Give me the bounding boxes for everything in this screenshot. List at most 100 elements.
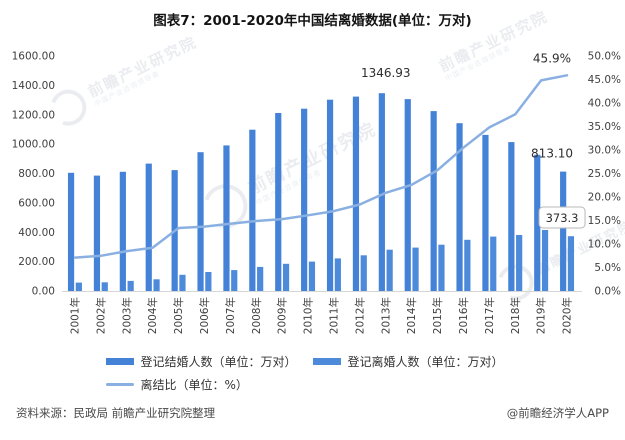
marriage-bar-2017年 — [482, 134, 489, 291]
label-box-last-divorce — [538, 206, 586, 229]
marriage-bar-2004年 — [145, 163, 152, 291]
marriage-bar-2011年 — [326, 99, 334, 291]
chart-legend: 登记结婚人数（单位：万对） 登记离婚人数（单位：万对） 离结比（单位：%） — [105, 350, 519, 396]
x-axis-label-2005年: 2005年 — [172, 297, 185, 334]
x-axis-label-2017年: 2017年 — [483, 297, 496, 334]
chart-title: 图表7：2001-2020年中国结离婚数据(单位：万对) — [153, 13, 472, 29]
divorce-bar-2005年 — [179, 274, 186, 291]
legend-row: 登记结婚人数（单位：万对） 登记离婚人数（单位：万对） — [105, 350, 519, 373]
marriage-bar-2008年 — [249, 129, 256, 291]
divorce-bar-2002年 — [101, 282, 108, 291]
marriage-bar-2012年 — [352, 96, 360, 291]
marriage-bar-2018年 — [508, 142, 515, 291]
legend-label: 离结比（单位：%） — [140, 378, 248, 392]
divorce-bar-2020年 — [567, 236, 575, 291]
x-axis-label-2018年: 2018年 — [509, 297, 522, 334]
left-axis-tick-label: 800.00 — [18, 168, 55, 180]
data-source-note: 资料来源：民政局 前瞻产业研究院整理 — [16, 406, 216, 420]
label-last-marriage: 813.10 — [531, 147, 573, 161]
label-last-ratio: 45.9% — [533, 51, 571, 65]
x-axis-label-2010年: 2010年 — [302, 297, 315, 334]
marriage-bar-2015年 — [430, 111, 437, 291]
marriage-bar-2019年 — [534, 154, 541, 291]
marriage-bar-2006年 — [197, 152, 204, 291]
divorce-bar-2006年 — [205, 272, 212, 291]
x-axis-label-2013年: 2013年 — [379, 297, 392, 334]
legend-label: 登记离婚人数（单位：万对） — [347, 355, 504, 369]
divorce-bar-2004年 — [153, 279, 160, 292]
marriage-bar-2016年 — [456, 123, 463, 291]
right-axis-tick-label: 40.0% — [588, 98, 621, 110]
divorce-bar-2014年 — [412, 247, 419, 291]
divorce-bar-2018年 — [516, 235, 523, 291]
marriage-bar-2003年 — [119, 171, 126, 291]
divorce-bar-2008年 — [257, 266, 264, 291]
divorce-bar-2016年 — [464, 239, 471, 291]
divorce-bar-2011年 — [334, 258, 341, 291]
ratio-line — [73, 74, 569, 259]
x-axis-label-2016年: 2016年 — [457, 297, 470, 334]
divorce-bar-2019年 — [541, 230, 549, 291]
label-peak-marriage: 1346.93 — [361, 66, 411, 80]
legend-label: 登记结婚人数（单位：万对） — [140, 355, 297, 369]
ratio-line-swatch-icon — [105, 383, 134, 386]
divorce-bar-2003年 — [127, 280, 134, 291]
right-axis-tick-label: 45.0% — [588, 74, 621, 86]
divorce-bar-2012年 — [360, 255, 367, 291]
divorce-bar-2001年 — [75, 282, 82, 291]
left-axis-tick-label: 200.00 — [18, 256, 55, 268]
x-axis-label-2019年: 2019年 — [535, 297, 548, 334]
marriage-bar-2002年 — [93, 175, 101, 291]
divorce-bar-2015年 — [438, 244, 445, 291]
credit-note: @前瞻经济学人APP — [506, 406, 609, 420]
right-axis-tick-label: 30.0% — [588, 145, 621, 157]
divorce-bar-2009年 — [282, 263, 290, 291]
divorce-bar-2013年 — [386, 249, 393, 291]
chart-footer: 资料来源：民政局 前瞻产业研究院整理 @前瞻经济学人APP — [0, 405, 625, 421]
x-axis-label-2011年: 2011年 — [327, 297, 340, 334]
marriage-bar-2001年 — [67, 172, 75, 291]
marriage-bar-2009年 — [275, 113, 282, 291]
right-axis-tick-label: 20.0% — [588, 192, 621, 204]
marriage-bar-2020年 — [560, 171, 567, 291]
x-axis-label-2007年: 2007年 — [224, 297, 237, 334]
left-axis-tick-label: 1600.00 — [12, 51, 55, 63]
right-axis-tick-label: 5.0% — [594, 262, 621, 274]
divorce-bar-swatch-icon — [312, 358, 341, 365]
x-axis-label-2002年: 2002年 — [94, 297, 107, 334]
right-axis-tick-label: 0.0% — [594, 286, 621, 298]
left-axis-tick-label: 1400.00 — [12, 80, 55, 92]
legend-row: 离结比（单位：%） — [105, 373, 519, 396]
label-last-divorce: 373.3 — [546, 211, 579, 225]
left-axis-tick-label: 600.00 — [18, 197, 55, 209]
legend-item-ratio: 离结比（单位：%） — [105, 376, 248, 393]
right-axis-tick-label: 15.0% — [588, 215, 621, 227]
x-axis-label-2020年: 2020年 — [561, 297, 574, 334]
left-axis-tick-label: 0.00 — [32, 286, 55, 298]
divorce-bar-2010年 — [308, 261, 316, 291]
left-axis-tick-label: 1000.00 — [12, 139, 55, 151]
x-axis-label-2003年: 2003年 — [120, 297, 133, 334]
right-axis-tick-label: 25.0% — [588, 168, 621, 180]
marriage-bar-2007年 — [223, 145, 230, 291]
x-axis-label-2015年: 2015年 — [431, 297, 444, 334]
marriage-bar-swatch-icon — [105, 358, 134, 365]
x-axis-label-2009年: 2009年 — [276, 297, 289, 334]
right-axis-tick-label: 50.0% — [588, 51, 621, 63]
x-axis-label-2012年: 2012年 — [353, 297, 366, 334]
marriage-bar-2013年 — [378, 93, 385, 291]
marriage-bar-2014年 — [404, 99, 411, 291]
marriage-bar-2010年 — [301, 108, 308, 291]
left-axis-tick-label: 1200.00 — [12, 109, 55, 121]
x-axis-label-2004年: 2004年 — [146, 297, 159, 334]
x-axis-label-2006年: 2006年 — [198, 297, 211, 334]
x-axis-label-2001年: 2001年 — [68, 297, 81, 334]
legend-item-divorce: 登记离婚人数（单位：万对） — [312, 353, 504, 370]
right-axis-tick-label: 10.0% — [588, 239, 621, 251]
right-axis-tick-label: 35.0% — [588, 121, 621, 133]
x-axis-label-2008年: 2008年 — [250, 297, 263, 334]
left-axis-tick-label: 400.00 — [18, 227, 55, 239]
divorce-bar-2007年 — [231, 270, 238, 291]
divorce-bar-2017年 — [490, 236, 497, 291]
